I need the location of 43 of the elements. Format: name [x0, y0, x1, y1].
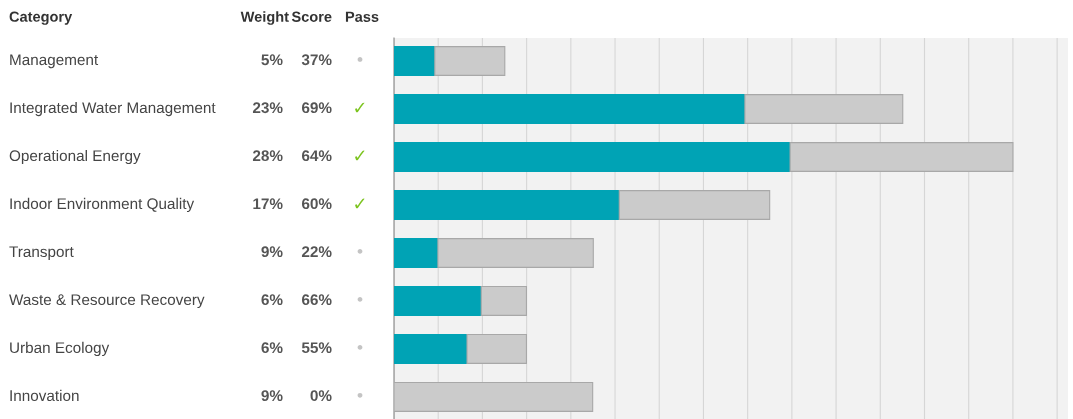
text: 60% — [301, 198, 332, 210]
text: 69% — [301, 102, 332, 114]
text: • — [357, 57, 363, 62]
y-tick-label: Integrated Water Management — [10, 101, 216, 117]
text: 9% — [261, 390, 283, 402]
text: 9% — [261, 246, 283, 258]
y-tick-label: Management — [10, 54, 99, 69]
text: Score — [291, 11, 332, 22]
text: • — [357, 344, 363, 350]
text: Pass — [345, 11, 379, 22]
text: 5% — [261, 54, 283, 66]
text: 6% — [261, 294, 283, 306]
text: • — [357, 296, 363, 302]
text: • — [357, 248, 363, 254]
text: Weight — [240, 11, 289, 25]
bar — [394, 142, 791, 172]
text: 6% — [261, 342, 283, 354]
bar — [394, 94, 746, 124]
bar — [394, 238, 439, 268]
text: ✓ — [355, 198, 365, 209]
y-tick-label: Operational Energy — [9, 149, 141, 165]
text: 0% — [310, 390, 332, 402]
bar — [394, 333, 468, 364]
bar — [394, 190, 620, 220]
text: ✓ — [355, 102, 365, 113]
y-tick-label: Indoor Environment Quality — [10, 197, 195, 213]
text: 37% — [301, 54, 332, 66]
y-axis-title: Category — [9, 11, 73, 25]
y-tick-label: Urban Ecology — [10, 341, 110, 357]
text: 28% — [252, 150, 283, 162]
y-tick-label: Innovation — [10, 389, 79, 402]
text: 22% — [301, 246, 332, 258]
text: 64% — [301, 150, 332, 162]
text: 66% — [301, 294, 332, 306]
text: • — [357, 392, 363, 398]
text: 23% — [252, 102, 283, 114]
y-tick-label: Waste & Resource Recovery — [9, 294, 205, 309]
y-tick-label: Transport — [9, 246, 74, 261]
bar — [394, 46, 436, 76]
text: 17% — [253, 198, 283, 210]
text: ✓ — [355, 150, 365, 161]
bar — [394, 286, 482, 316]
text: 55% — [301, 342, 332, 354]
